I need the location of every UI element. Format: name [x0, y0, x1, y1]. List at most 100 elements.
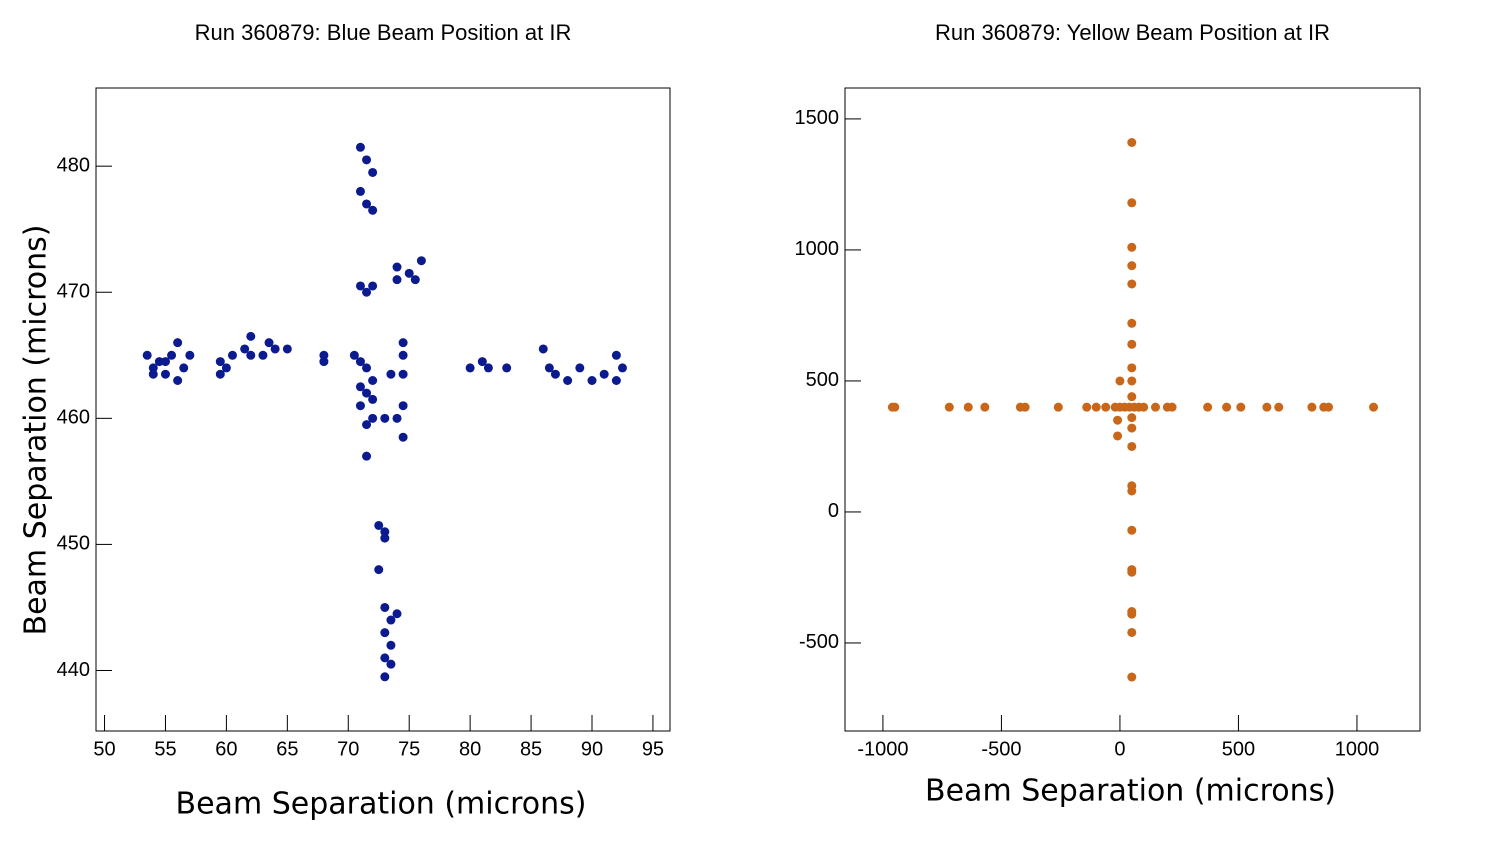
point: [355, 401, 365, 411]
x-tick-label: 55: [154, 738, 176, 760]
x-tick-label: -500: [981, 738, 1021, 760]
point: [1127, 627, 1137, 637]
point: [1101, 402, 1111, 412]
point: [890, 402, 900, 412]
y-tick-label: -500: [799, 631, 839, 653]
point: [362, 155, 372, 165]
y-tick-label: 1500: [795, 107, 840, 129]
x-tick-label: -1000: [857, 738, 908, 760]
point: [374, 520, 384, 530]
point: [980, 402, 990, 412]
point: [963, 402, 973, 412]
x-tick-label: 75: [398, 738, 420, 760]
point: [1053, 402, 1063, 412]
point: [1113, 431, 1123, 441]
y-tick-label: 470: [57, 281, 90, 303]
point: [362, 451, 372, 461]
x-tick-label: 85: [520, 738, 542, 760]
point: [368, 167, 378, 177]
y-tick-label: 500: [806, 369, 839, 391]
point: [215, 357, 225, 367]
chart-title: Run 360879: Blue Beam Position at IR: [195, 20, 572, 45]
plot-frame: [844, 87, 1421, 732]
point: [550, 369, 560, 379]
point: [355, 382, 365, 392]
point: [477, 357, 487, 367]
point: [368, 413, 378, 423]
x-axis-label: Beam Separation (microns): [925, 774, 1336, 809]
point: [1020, 402, 1030, 412]
point: [1113, 415, 1123, 425]
point: [611, 376, 621, 386]
point: [362, 420, 372, 430]
point: [142, 350, 152, 360]
y-axis-label: Beam Separation (microns): [19, 225, 54, 636]
point: [1127, 486, 1137, 496]
point: [148, 369, 158, 379]
y-tick-label: 1000: [795, 238, 840, 260]
point: [380, 653, 390, 663]
point: [179, 363, 189, 373]
point: [374, 565, 384, 575]
point: [1127, 609, 1137, 619]
point: [386, 640, 396, 650]
point: [1127, 261, 1137, 271]
point: [1127, 423, 1137, 433]
point: [1274, 402, 1284, 412]
point: [398, 432, 408, 442]
point: [538, 344, 548, 354]
x-tick-label: 70: [337, 738, 359, 760]
y-tick-label: 440: [57, 659, 90, 681]
point: [1262, 402, 1272, 412]
x-axis-label: Beam Separation (microns): [176, 787, 587, 822]
point: [1091, 402, 1101, 412]
point: [1082, 402, 1092, 412]
point: [398, 338, 408, 348]
point: [1127, 672, 1137, 682]
point: [319, 357, 329, 367]
y-tick-label: 460: [57, 407, 90, 429]
point: [392, 413, 402, 423]
point: [1236, 402, 1246, 412]
point: [1150, 402, 1160, 412]
point: [173, 338, 183, 348]
point: [355, 142, 365, 152]
point: [1127, 525, 1137, 535]
x-tick-label: 65: [276, 738, 298, 760]
x-tick-label: 95: [642, 738, 664, 760]
point: [1127, 138, 1137, 148]
point: [1127, 279, 1137, 289]
point: [349, 350, 359, 360]
point: [258, 350, 268, 360]
x-tick-label: 90: [581, 738, 603, 760]
point: [227, 350, 237, 360]
y-tick-label: 450: [57, 533, 90, 555]
point: [362, 363, 372, 373]
point: [1369, 402, 1379, 412]
point: [319, 350, 329, 360]
point: [1127, 567, 1137, 577]
point: [1127, 198, 1137, 208]
point: [380, 628, 390, 638]
chart-title: Run 360879: Yellow Beam Position at IR: [935, 20, 1330, 45]
point: [167, 350, 177, 360]
point: [355, 186, 365, 196]
point: [1115, 376, 1125, 386]
point: [410, 275, 420, 285]
point: [185, 350, 195, 360]
point: [362, 388, 372, 398]
point: [1307, 402, 1317, 412]
point: [1127, 376, 1137, 386]
point: [160, 357, 170, 367]
point: [264, 338, 274, 348]
y-tick-label: 480: [57, 154, 90, 176]
point: [270, 344, 280, 354]
point: [282, 344, 292, 354]
x-tick-label: 60: [215, 738, 237, 760]
point: [368, 205, 378, 215]
point: [355, 281, 365, 291]
point: [380, 672, 390, 682]
point: [404, 268, 414, 278]
point: [380, 533, 390, 543]
